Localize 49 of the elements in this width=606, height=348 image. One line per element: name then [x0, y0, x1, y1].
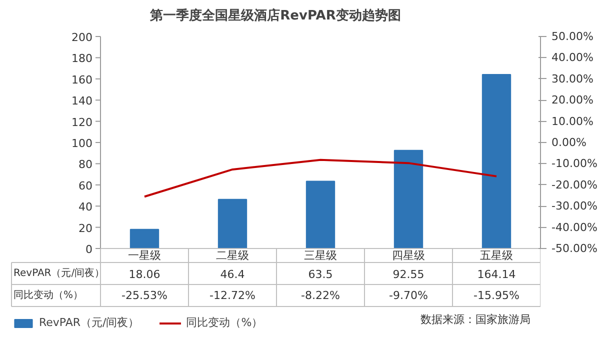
- bar: [130, 228, 160, 249]
- y2-tick-label: -10.00%: [552, 157, 598, 170]
- data-label: -8.22%: [301, 289, 340, 302]
- y-tick-label: 60: [78, 179, 93, 192]
- data-label: 46.4: [220, 268, 245, 281]
- y-tick-label: 120: [72, 116, 93, 129]
- bar: [394, 150, 424, 249]
- data-label: -9.70%: [389, 289, 428, 302]
- text: RevPAR（元/间夜）: [14, 268, 105, 279]
- data-label: 164.14: [477, 268, 516, 281]
- y-tick-label: 180: [72, 52, 93, 66]
- y2-tick-label: -50.00%: [552, 242, 598, 255]
- x-tick-label: 五星级: [480, 249, 513, 262]
- data-label: 92.55: [392, 268, 424, 281]
- y-tick-label: 200: [72, 31, 93, 44]
- y2-tick-label: 10.00%: [552, 114, 594, 128]
- legend-label: 同比变动（%）: [186, 315, 263, 330]
- y2-tick-label: 40.00%: [552, 51, 594, 64]
- y2-tick-label: -40.00%: [552, 220, 598, 234]
- y2-tick-label: 0.00%: [552, 136, 586, 149]
- y2-tick-label: 20.00%: [552, 94, 594, 107]
- data-label: -15.95%: [474, 289, 520, 302]
- y-tick-label: 40: [78, 200, 93, 214]
- y-tick-label: 160: [72, 73, 93, 86]
- x-tick-label: 二星级: [216, 249, 249, 262]
- bar: [218, 198, 248, 249]
- text: 同比变动（%）: [14, 290, 84, 301]
- x-tick-label: 四星级: [392, 249, 425, 262]
- y-tick-label: 80: [78, 158, 93, 172]
- y-tick-label: 20: [78, 222, 93, 235]
- bar: [482, 74, 512, 249]
- line-series: [144, 158, 498, 198]
- y2-tick-label: -30.00%: [552, 200, 598, 213]
- chart-title: 第一季度全国星级酒店RevPAR变动趋势图: [149, 8, 401, 24]
- data-label: -12.72%: [210, 289, 256, 302]
- x-tick-label: 三星级: [304, 249, 337, 262]
- data-label: -25.53%: [122, 289, 168, 302]
- data-label: 18.06: [128, 268, 160, 281]
- y2-tick-label: 30.00%: [552, 72, 594, 86]
- bar: [306, 180, 336, 249]
- legend-label: RevPAR（元/间夜）: [39, 315, 140, 330]
- data-label: 63.5: [308, 268, 333, 281]
- x-tick-label: 一星级: [128, 249, 161, 262]
- y-tick-label: 140: [72, 94, 93, 108]
- source-note: 数据来源：国家旅游局: [420, 313, 530, 326]
- y-tick-label: 100: [72, 137, 93, 150]
- y2-tick-label: 50.00%: [552, 30, 594, 43]
- y-tick-label: 0: [86, 243, 92, 256]
- y2-tick-label: -20.00%: [552, 178, 598, 192]
